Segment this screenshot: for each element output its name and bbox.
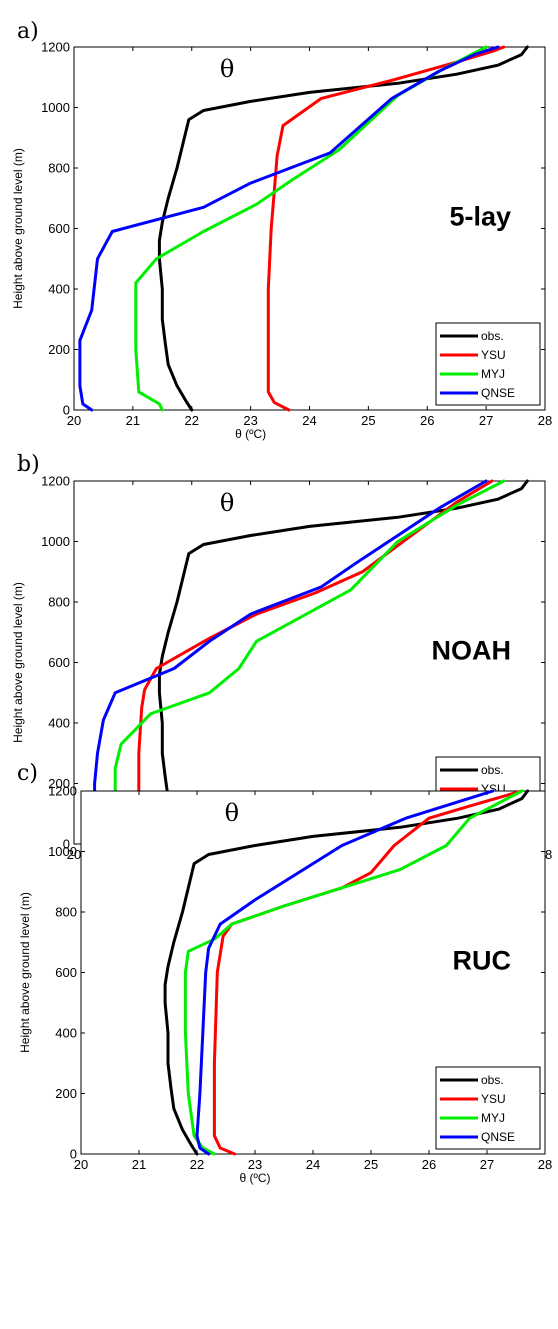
y-axis-title: Height above ground level (m) — [11, 148, 25, 309]
legend-label: YSU — [481, 1092, 506, 1106]
y-tick-label: 1200 — [48, 784, 77, 799]
scheme-label: RUC — [453, 945, 512, 975]
y-tick-label: 600 — [55, 965, 77, 980]
y-tick-label: 800 — [48, 595, 70, 610]
y-tick-label: 1000 — [41, 100, 70, 115]
panel-letter: a) — [17, 19, 39, 44]
x-tick-label: 20 — [67, 413, 81, 428]
legend-label: obs. — [481, 329, 504, 343]
y-tick-label: 200 — [48, 342, 70, 357]
scheme-label: 5-lay — [449, 201, 511, 231]
legend-label: QNSE — [481, 386, 515, 400]
x-tick-label: 25 — [361, 413, 375, 428]
x-tick-label: 27 — [479, 413, 493, 428]
chart-panel-1: a) 20 21 22 23 24 25 26 27 28 0 200 400 600 800 1000 120… — [11, 19, 552, 441]
x-tick-label: 21 — [126, 413, 140, 428]
y-tick-label: 400 — [48, 716, 70, 731]
x-tick-label: 28 — [538, 1157, 552, 1172]
x-tick-label: 20 — [74, 1157, 88, 1172]
y-tick-label: 200 — [55, 1086, 77, 1101]
y-tick-label: 0 — [63, 403, 70, 418]
legend-label: YSU — [481, 348, 506, 362]
x-tick-label: 26 — [422, 1157, 436, 1172]
x-tick-label: 22 — [190, 1157, 204, 1172]
legend-label: MYJ — [481, 367, 505, 381]
series-line-QNSE — [78, 45, 500, 412]
y-tick-label: 1000 — [48, 844, 77, 859]
legend-box — [435, 1066, 541, 1150]
variable-symbol: θ — [225, 799, 239, 827]
x-tick-label: 24 — [302, 413, 316, 428]
variable-symbol: θ — [220, 55, 234, 83]
legend-label: obs. — [481, 1073, 504, 1087]
legend: obs. YSU MYJ QNSE — [435, 1066, 541, 1150]
series-line-obs — [163, 789, 530, 1156]
y-tick-label: 0 — [70, 1147, 77, 1162]
x-tick-label: 24 — [306, 1157, 320, 1172]
x-tick-label: 26 — [420, 413, 434, 428]
y-tick-label: 400 — [55, 1026, 77, 1041]
y-tick-label: 1000 — [41, 534, 70, 549]
x-tick-label: 25 — [364, 1157, 378, 1172]
x-axis-title: θ (ºC) — [239, 1171, 270, 1185]
x-tick-label: 23 — [248, 1157, 262, 1172]
y-axis-title: Height above ground level (m) — [18, 892, 32, 1053]
series-line-obs — [157, 479, 529, 846]
chart-panel-3: c)20 21 22 23 24 25 26 27 2802004006008001000120… — [17, 761, 552, 1185]
y-tick-label: 0 — [63, 837, 70, 852]
legend-label: MYJ — [481, 1111, 505, 1125]
x-tick-label: 27 — [480, 1157, 494, 1172]
series-line-MYJ — [183, 789, 524, 1156]
y-tick-label: 800 — [48, 161, 70, 176]
y-tick-label: 600 — [48, 221, 70, 236]
x-tick-label: 28 — [538, 413, 552, 428]
x-tick-label: 23 — [243, 413, 257, 428]
legend: obs. YSU MYJ QNSE — [435, 322, 541, 406]
series-line-QNSE — [195, 789, 495, 1156]
panels: a)20 21 22 23 24 25 26 27 2802004006008001000120… — [11, 19, 552, 1185]
y-tick-label: 800 — [55, 905, 77, 920]
x-tick-label: 20 — [67, 847, 81, 862]
variable-symbol: θ — [220, 489, 234, 517]
x-tick-label: 21 — [132, 1157, 146, 1172]
y-tick-label: 1200 — [41, 40, 70, 55]
y-axis-title: Height above ground level (m) — [11, 582, 25, 743]
x-axis-title: θ (ºC) — [235, 427, 266, 441]
legend-label: QNSE — [481, 1130, 515, 1144]
y-tick-label: 400 — [48, 282, 70, 297]
panel-letter: c) — [17, 761, 38, 786]
scheme-label: NOAH — [432, 635, 512, 665]
series-line-QNSE — [93, 479, 488, 846]
y-tick-label: 200 — [48, 776, 70, 791]
y-tick-label: 1200 — [41, 474, 70, 489]
y-tick-label: 600 — [48, 655, 70, 670]
legend-label: obs. — [481, 763, 504, 777]
panel-letter: b) — [17, 452, 40, 477]
x-tick-label: 22 — [185, 413, 199, 428]
